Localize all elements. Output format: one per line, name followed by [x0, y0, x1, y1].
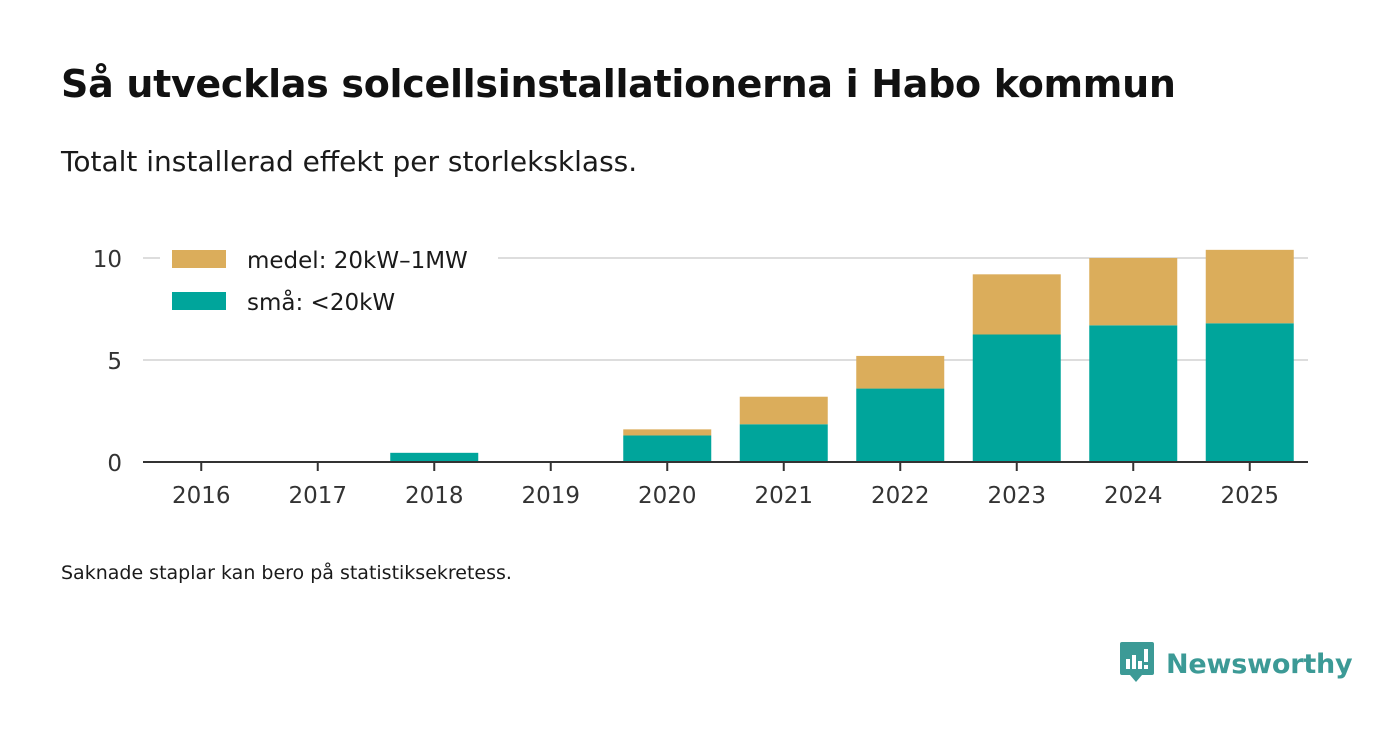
- bar-small-2022: [856, 388, 945, 462]
- footnote: Saknade staplar kan bero på statistiksek…: [61, 562, 512, 584]
- brand-logo[interactable]: Newsworthy: [1118, 640, 1353, 688]
- bar-small-2023: [972, 334, 1061, 462]
- y-tick-label: 10: [93, 247, 122, 273]
- legend: medel: 20kW–1MW små: <20kW: [160, 236, 498, 328]
- x-tick-label-2022: 2022: [871, 483, 930, 509]
- y-tick-label: 0: [107, 451, 122, 477]
- bar-medium-2023: [972, 274, 1061, 335]
- bar-medium-2021: [739, 396, 828, 425]
- bar-medium-2022: [856, 355, 945, 389]
- x-tick-label-2024: 2024: [1104, 483, 1163, 509]
- x-tick-label-2016: 2016: [172, 483, 231, 509]
- y-tick-label: 5: [107, 349, 122, 375]
- legend-label-0: medel: 20kW–1MW: [247, 248, 468, 274]
- bar-small-2025: [1205, 323, 1294, 462]
- brand-name: Newsworthy: [1166, 648, 1353, 680]
- legend-swatch-1: [172, 292, 226, 310]
- bar-small-2024: [1089, 325, 1178, 462]
- legend-label-1: små: <20kW: [247, 288, 395, 316]
- bar-small-2021: [739, 424, 828, 462]
- x-tick-label-2023: 2023: [987, 483, 1046, 509]
- newsworthy-logo-icon: [1118, 640, 1156, 688]
- axes: 0 5 10 2016 2017 2018 2019 2020 2021 2022 2023 2024…: [93, 247, 1308, 509]
- bar-small-2018: [390, 452, 479, 462]
- x-tick-label-2025: 2025: [1220, 483, 1279, 509]
- chart-title: Så utvecklas solcellsinstallationerna i …: [61, 62, 1176, 106]
- bar-medium-2025: [1205, 249, 1294, 324]
- x-tick-label-2019: 2019: [521, 483, 580, 509]
- x-tick-label-2021: 2021: [754, 483, 813, 509]
- bar-small-2020: [623, 435, 712, 462]
- bar-medium-2020: [623, 429, 712, 436]
- x-tick-label-2018: 2018: [405, 483, 464, 509]
- bar-medium-2024: [1089, 258, 1178, 326]
- chart-subtitle: Totalt installerad effekt per storlekskl…: [61, 145, 638, 178]
- legend-swatch-0: [172, 250, 226, 268]
- bars: [390, 249, 1294, 462]
- x-tick-label-2017: 2017: [288, 483, 347, 509]
- x-tick-label-2020: 2020: [638, 483, 697, 509]
